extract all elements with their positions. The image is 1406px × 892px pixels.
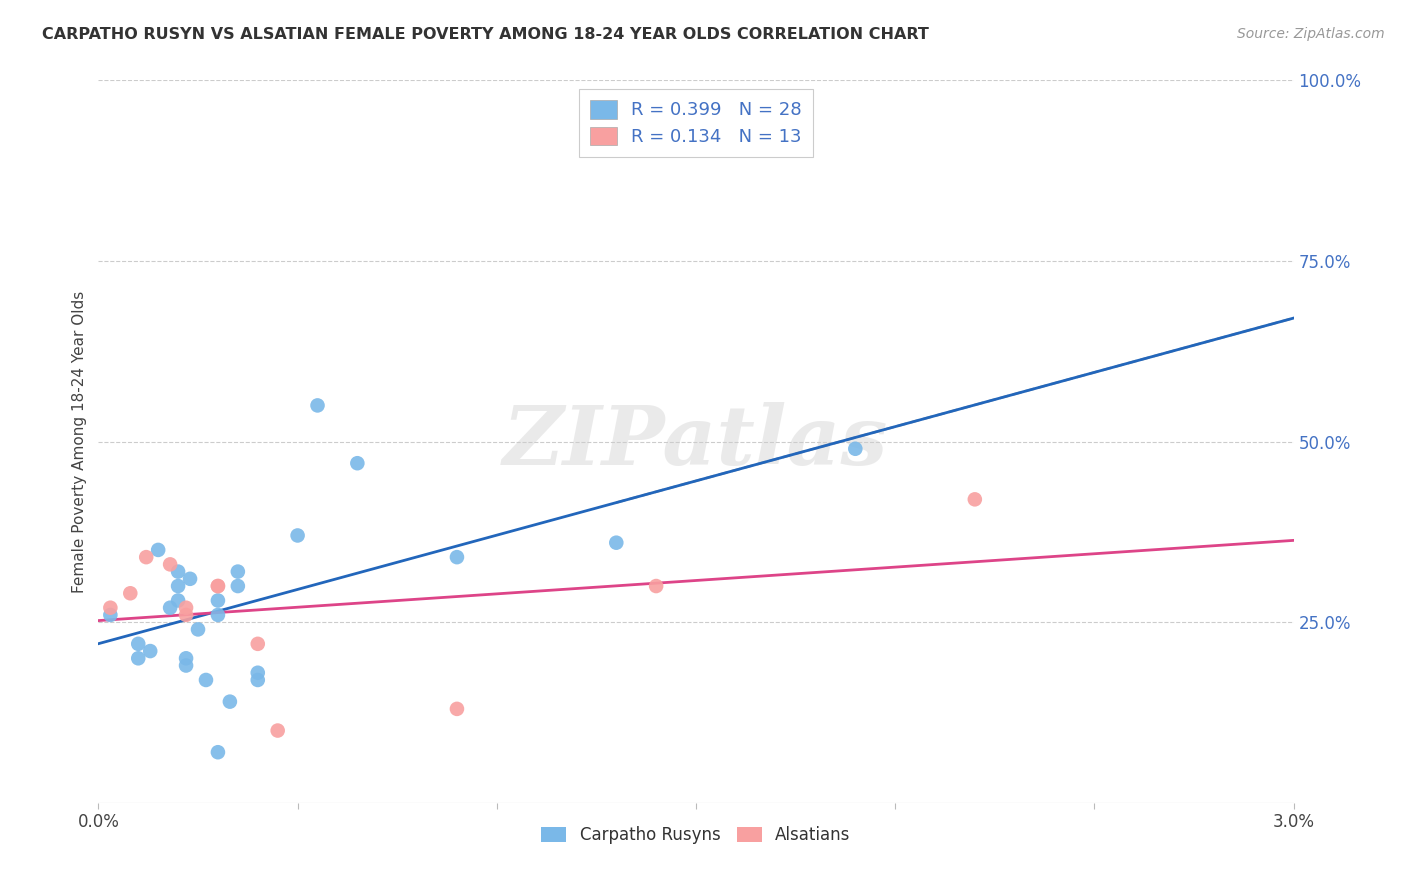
Point [127, 651, 149, 665]
Text: ZIPatlas: ZIPatlas [503, 401, 889, 482]
Point [207, 745, 229, 759]
Point [179, 572, 201, 586]
Point [207, 579, 229, 593]
Point [127, 637, 149, 651]
Point [446, 550, 468, 565]
Point [246, 637, 269, 651]
Point [98, 607, 122, 622]
Point [174, 600, 197, 615]
Point [135, 550, 157, 565]
Point [963, 492, 986, 507]
Point [246, 673, 269, 687]
Point [174, 607, 197, 622]
Point [120, 586, 142, 600]
Point [645, 579, 668, 593]
Point [226, 565, 249, 579]
Point [207, 579, 229, 593]
Point [246, 665, 269, 680]
Point [167, 593, 190, 607]
Y-axis label: Female Poverty Among 18-24 Year Olds: Female Poverty Among 18-24 Year Olds [72, 291, 87, 592]
Point [346, 456, 368, 470]
Point [446, 702, 468, 716]
Point [159, 558, 181, 572]
Point [605, 535, 627, 549]
Point [267, 723, 290, 738]
Point [844, 442, 866, 456]
Point [139, 644, 162, 658]
Point [287, 528, 309, 542]
Text: CARPATHO RUSYN VS ALSATIAN FEMALE POVERTY AMONG 18-24 YEAR OLDS CORRELATION CHAR: CARPATHO RUSYN VS ALSATIAN FEMALE POVERT… [42, 27, 929, 42]
Point [207, 593, 229, 607]
Point [159, 600, 181, 615]
Point [167, 579, 190, 593]
Point [148, 542, 170, 557]
Point [187, 623, 209, 637]
Point [174, 658, 197, 673]
Point [207, 607, 229, 622]
Point [98, 600, 122, 615]
Point [226, 579, 249, 593]
Legend: Carpatho Rusyns, Alsatians: Carpatho Rusyns, Alsatians [533, 818, 859, 852]
Point [219, 695, 242, 709]
Point [195, 673, 218, 687]
Text: Source: ZipAtlas.com: Source: ZipAtlas.com [1237, 27, 1385, 41]
Point [174, 651, 197, 665]
Point [167, 565, 190, 579]
Point [307, 398, 329, 412]
